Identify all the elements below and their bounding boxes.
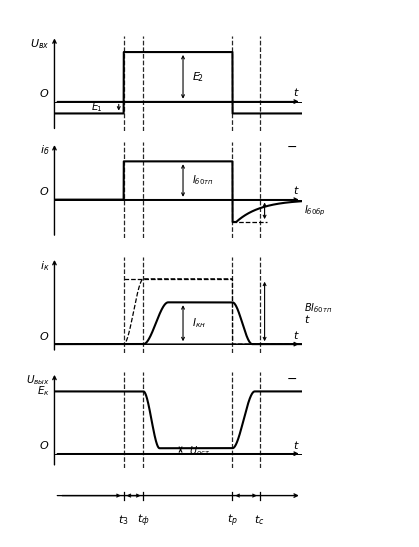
Text: $O$: $O$ <box>39 329 49 341</box>
Text: $t$: $t$ <box>292 439 299 451</box>
Text: $E_{\mathit{к}}$: $E_{\mathit{к}}$ <box>36 385 49 398</box>
Text: $t_\mathit{ф}$: $t_\mathit{ф}$ <box>137 513 150 529</box>
Text: $I_{\mathit{кн}}$: $I_{\mathit{кн}}$ <box>191 316 206 330</box>
Text: $-$: $-$ <box>286 372 297 385</box>
Text: $t$: $t$ <box>292 329 299 341</box>
Text: $O$: $O$ <box>39 439 49 451</box>
Text: $I_{\mathit{б0тп}}$: $I_{\mathit{б0тп}}$ <box>191 173 213 188</box>
Text: $O$: $O$ <box>39 185 49 197</box>
Text: $U_{\mathit{вx}}$: $U_{\mathit{вx}}$ <box>30 37 49 51</box>
Text: $t$: $t$ <box>292 184 299 196</box>
Text: $i_{\mathit{б}}$: $i_{\mathit{б}}$ <box>40 143 49 158</box>
Text: $E_{\!1}$: $E_{\!1}$ <box>91 101 102 114</box>
Text: $O$: $O$ <box>39 87 49 99</box>
Text: $t$: $t$ <box>304 313 311 325</box>
Text: $t_\mathit{р}$: $t_\mathit{р}$ <box>227 513 238 529</box>
Text: $t$: $t$ <box>292 86 299 97</box>
Text: $U_{\mathit{ост}}$: $U_{\mathit{ост}}$ <box>189 444 210 458</box>
Text: $E_{\!2}$: $E_{\!2}$ <box>191 70 204 84</box>
Text: $t_3$: $t_3$ <box>119 513 129 527</box>
Text: $i_{\mathit{к}}$: $i_{\mathit{к}}$ <box>40 259 49 272</box>
Text: $-$: $-$ <box>286 140 297 153</box>
Text: $U_{\mathit{вых}}$: $U_{\mathit{вых}}$ <box>26 374 49 387</box>
Text: $t_\mathit{с}$: $t_\mathit{с}$ <box>254 513 265 527</box>
Text: $BI_{\mathit{б0тп}}$: $BI_{\mathit{б0тп}}$ <box>304 301 332 315</box>
Text: $I_{\mathit{б0бр}}$: $I_{\mathit{б0бр}}$ <box>304 203 326 218</box>
